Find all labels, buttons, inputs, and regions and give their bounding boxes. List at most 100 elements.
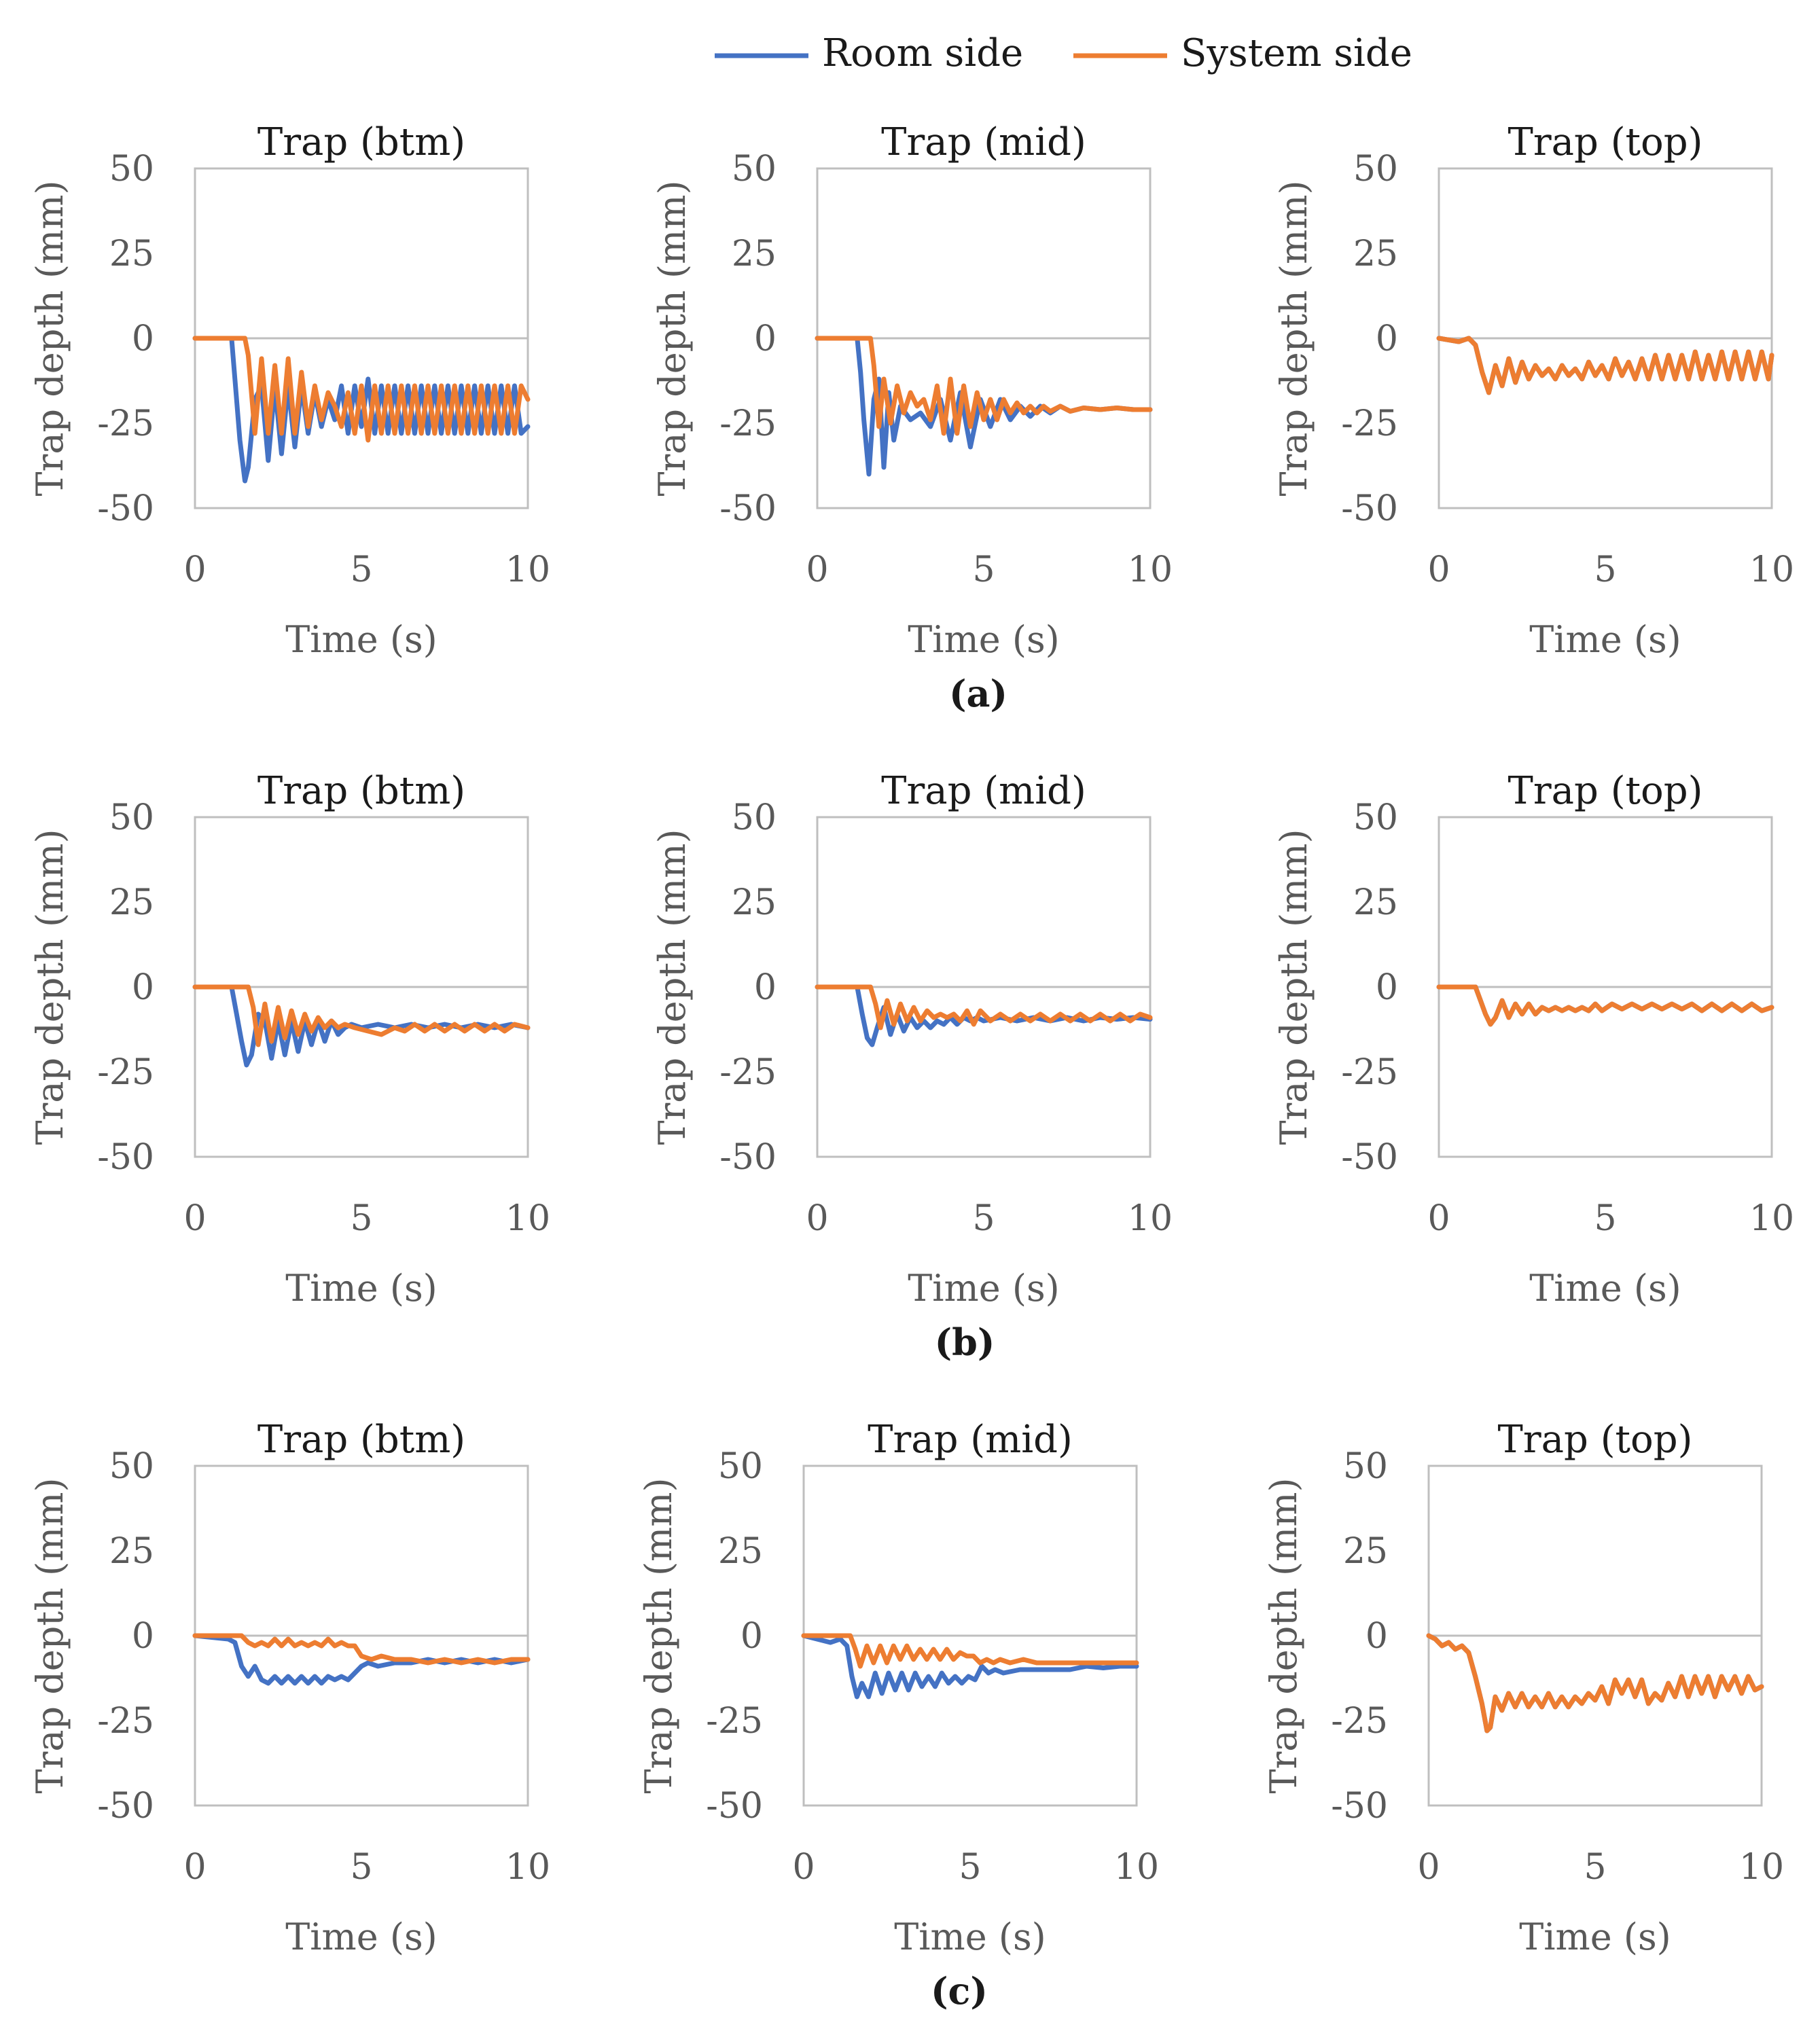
x-tick-label: 5 xyxy=(1594,1198,1616,1239)
y-axis-label: Trap depth (mm) xyxy=(1272,829,1315,1145)
caption-a: (a) xyxy=(949,672,1007,715)
legend-label-system-side: System side xyxy=(1181,31,1412,75)
y-axis-label: Trap depth (mm) xyxy=(29,829,71,1145)
x-axis-label: Time (s) xyxy=(1529,618,1681,661)
caption-b: (b) xyxy=(935,1320,995,1364)
series-line-system-side xyxy=(815,336,1153,436)
x-tick-label: 10 xyxy=(505,1198,550,1239)
chart-title: Trap (top) xyxy=(1508,120,1703,164)
series-line-room-side xyxy=(801,1633,1139,1700)
y-tick-label: -25 xyxy=(97,1701,154,1742)
y-tick-label: 0 xyxy=(132,967,154,1008)
y-tick-label: 25 xyxy=(1343,1531,1388,1572)
y-tick-label: -50 xyxy=(97,488,154,529)
chart-a-top: Trap (top) 50 25 0 -25 -50 0 5 10 Time (s) Trap de… xyxy=(1272,120,1794,661)
y-tick-label: 0 xyxy=(741,1616,763,1657)
series-line-room-side xyxy=(192,984,531,1068)
x-tick-label: 10 xyxy=(505,1847,550,1888)
series-line-system-side xyxy=(192,336,531,443)
x-axis-label: Time (s) xyxy=(908,1267,1059,1310)
y-tick-label: -50 xyxy=(719,488,777,529)
y-tick-label: -50 xyxy=(1341,1137,1398,1178)
y-tick-label: 50 xyxy=(109,149,154,190)
y-axis-label: Trap depth (mm) xyxy=(29,1477,71,1793)
series-line-system-side xyxy=(192,1633,531,1666)
x-tick-label: 10 xyxy=(505,550,550,590)
x-tick-label: 5 xyxy=(1584,1847,1606,1888)
y-tick-label: -25 xyxy=(719,1052,777,1093)
series-line-system-side xyxy=(192,984,531,1047)
y-tick-label: 0 xyxy=(1376,319,1398,359)
y-axis-label: Trap depth (mm) xyxy=(1262,1477,1305,1793)
x-tick-label: 0 xyxy=(806,550,828,590)
chart-title: Trap (mid) xyxy=(868,1418,1073,1462)
x-tick-label: 0 xyxy=(1417,1847,1440,1888)
y-tick-label: -50 xyxy=(706,1786,763,1827)
y-tick-label: -50 xyxy=(1341,488,1398,529)
y-tick-label: 50 xyxy=(109,1446,154,1487)
chart-c-mid: Trap (mid) 50 25 0 -25 -50 0 5 10 Time (s) Trap de… xyxy=(637,1418,1159,1958)
chart-c-top: Trap (top) 50 25 0 -25 -50 0 5 10 Time (s) Trap de… xyxy=(1262,1418,1784,1958)
x-axis-label: Time (s) xyxy=(285,618,437,661)
y-tick-label: 25 xyxy=(109,882,154,923)
y-tick-label: -50 xyxy=(1331,1786,1388,1827)
series-line-system-side xyxy=(1436,336,1774,395)
x-axis-label: Time (s) xyxy=(285,1916,437,1958)
y-tick-label: 0 xyxy=(1366,1616,1388,1657)
y-tick-label: 50 xyxy=(109,797,154,838)
y-tick-label: -25 xyxy=(1331,1701,1388,1742)
x-tick-label: 5 xyxy=(350,1847,372,1888)
x-axis-label: Time (s) xyxy=(1519,1916,1671,1958)
x-tick-label: 10 xyxy=(1128,550,1173,590)
y-tick-label: -50 xyxy=(97,1137,154,1178)
chart-b-mid: Trap (mid) 50 25 0 -25 -50 0 5 10 Time (s) Trap de… xyxy=(651,769,1173,1310)
y-tick-label: 25 xyxy=(109,234,154,274)
y-tick-label: 25 xyxy=(732,234,777,274)
y-tick-label: -25 xyxy=(1341,403,1398,444)
chart-title: Trap (mid) xyxy=(881,120,1086,164)
x-axis-label: Time (s) xyxy=(894,1916,1046,1958)
x-tick-label: 5 xyxy=(1594,550,1616,590)
chart-b-top: Trap (top) 50 25 0 -25 -50 0 5 10 Time (s) Trap de… xyxy=(1272,769,1794,1310)
y-axis-label: Trap depth (mm) xyxy=(29,180,71,496)
x-tick-label: 0 xyxy=(792,1847,815,1888)
y-tick-label: 0 xyxy=(1376,967,1398,1008)
x-axis-label: Time (s) xyxy=(1529,1267,1681,1310)
x-tick-label: 5 xyxy=(972,1198,995,1239)
series-line-system-side xyxy=(1436,984,1774,1027)
x-tick-label: 5 xyxy=(972,550,995,590)
y-axis-label: Trap depth (mm) xyxy=(651,180,694,496)
y-tick-label: -25 xyxy=(1341,1052,1398,1093)
y-tick-label: 50 xyxy=(1353,797,1398,838)
y-tick-label: 50 xyxy=(1353,149,1398,190)
chart-b-btm: Trap (btm) 50 25 0 -25 -50 0 5 10 Time (s) Trap de… xyxy=(29,769,550,1310)
chart-a-mid: Trap (mid) 50 25 0 -25 -50 0 5 10 Time (s) Trap de… xyxy=(651,120,1173,661)
y-tick-label: 0 xyxy=(754,967,777,1008)
caption-c: (c) xyxy=(931,1969,988,2013)
y-tick-label: 25 xyxy=(1353,234,1398,274)
y-tick-label: 50 xyxy=(732,149,777,190)
x-tick-label: 10 xyxy=(1114,1847,1159,1888)
legend: Room side System side xyxy=(715,31,1412,75)
y-tick-label: 25 xyxy=(718,1531,763,1572)
series-line-room-side xyxy=(815,336,1153,477)
x-tick-label: 5 xyxy=(350,550,372,590)
chart-c-btm: Trap (btm) 50 25 0 -25 -50 0 5 10 Time (s) Trap de… xyxy=(29,1418,550,1958)
x-tick-label: 0 xyxy=(806,1198,828,1239)
x-tick-label: 10 xyxy=(1128,1198,1173,1239)
chart-title: Trap (mid) xyxy=(881,769,1086,813)
x-tick-label: 5 xyxy=(350,1198,372,1239)
y-tick-label: 50 xyxy=(1343,1446,1388,1487)
series-line-system-side xyxy=(815,984,1153,1030)
x-tick-label: 10 xyxy=(1739,1847,1784,1888)
chart-a-btm: Trap (btm) 50 25 0 -25 -50 0 5 10 Time (s) Trap de… xyxy=(29,120,550,661)
y-tick-label: 25 xyxy=(732,882,777,923)
y-tick-label: 50 xyxy=(732,797,777,838)
y-axis-label: Trap depth (mm) xyxy=(1272,180,1315,496)
series-line-system-side xyxy=(801,1633,1139,1669)
y-tick-label: -25 xyxy=(97,1052,154,1093)
legend-label-room-side: Room side xyxy=(822,31,1023,75)
chart-title: Trap (btm) xyxy=(257,1418,465,1462)
